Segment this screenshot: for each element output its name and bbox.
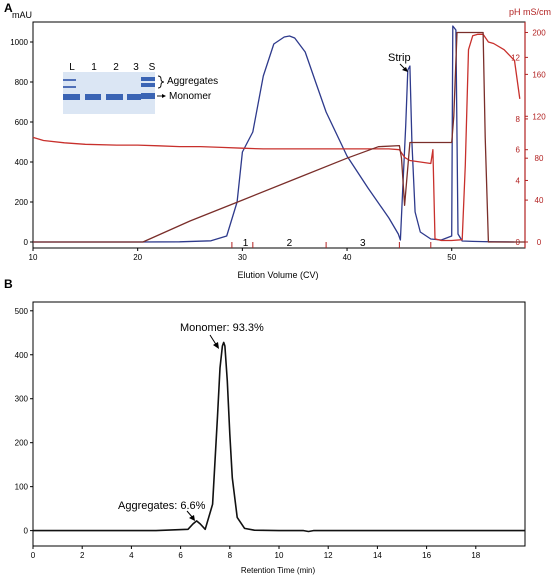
gel-background (63, 72, 155, 114)
panel-b-plot-frame (32, 301, 526, 547)
a-xtick-label: 50 (447, 253, 456, 262)
gel-lane-label-3: 3 (133, 62, 139, 73)
gel-lane-label-s: S (149, 62, 156, 73)
a-xtick-label: 10 (29, 253, 38, 262)
gel-strip-agg-band-2 (141, 83, 155, 87)
gel-strip-monomer-band (141, 93, 155, 99)
a-cond-tick-label: 200 (532, 28, 546, 37)
gel-strip-agg-band-1 (141, 77, 155, 81)
panel-a-xlabel: Elution Volume (CV) (237, 270, 318, 280)
b-xtick-label: 6 (178, 551, 183, 560)
a-cond-tick-label: 120 (532, 112, 546, 121)
a-ytick-label: 600 (15, 118, 29, 127)
gel-lane-band-l (63, 94, 80, 100)
gel-lane-label-1: 1 (91, 62, 97, 73)
a-ytick-label: 400 (15, 158, 29, 167)
fraction-label-3: 3 (360, 238, 366, 249)
b-ytick-label: 200 (15, 439, 29, 448)
a-xtick-label: 20 (133, 253, 142, 262)
gel-lane-band-3 (127, 94, 141, 100)
a-ph-tick-label: 8 (516, 115, 521, 124)
b-ytick-label: 400 (15, 351, 29, 360)
a-cond-tick-label: 160 (532, 70, 546, 79)
aggregates-annotation: Aggregates: 6.6% (118, 500, 206, 512)
monomer-annotation: Monomer: 93.3% (180, 322, 264, 334)
aggregates-annotation-arrowhead (189, 515, 195, 521)
a-ph-tick-label: 12 (511, 53, 520, 62)
panel-b-label: B (4, 277, 13, 291)
gel-ladder-band-2 (63, 86, 76, 88)
panel-b-xlabel: Retention Time (min) (241, 566, 316, 575)
a-xtick-label: 30 (238, 253, 247, 262)
b-xtick-label: 10 (275, 551, 284, 560)
gel-ladder-band-1 (63, 79, 76, 81)
a-ytick-label: 200 (15, 198, 29, 207)
fraction-label-1: 1 (243, 238, 249, 249)
b-ytick-label: 300 (15, 395, 29, 404)
a-xtick-label: 40 (343, 253, 352, 262)
b-ytick-label: 500 (15, 307, 29, 316)
a-ph-tick-label: 6 (516, 146, 521, 155)
b-ytick-label: 0 (24, 527, 29, 536)
b-xtick-label: 12 (324, 551, 333, 560)
b-xtick-label: 18 (471, 551, 480, 560)
fraction-label-2: 2 (287, 238, 293, 249)
strip-label: Strip (388, 52, 411, 64)
aggregates-bracket (157, 75, 165, 89)
gel-lane-label-2: 2 (113, 62, 119, 73)
b-xtick-label: 14 (373, 551, 382, 560)
panel-a-label: A (4, 1, 13, 15)
a-ytick-label: 800 (15, 78, 29, 87)
b-ytick-label: 100 (15, 483, 29, 492)
gel-lane-band-1 (85, 94, 101, 100)
aggregates-label: Aggregates (167, 76, 218, 87)
a-ph-tick-label: 4 (516, 176, 521, 185)
a-cond-tick-label: 40 (535, 196, 544, 205)
b-xtick-label: 2 (80, 551, 85, 560)
a-ytick-label: 0 (24, 238, 29, 247)
series-absorbance (33, 25, 515, 243)
panel-a-ylabel: mAU (12, 10, 32, 20)
a-ytick-label: 1000 (10, 38, 28, 47)
panel-a-cond-label: mS/cm (523, 7, 551, 17)
gel-lane-band-2 (106, 94, 123, 100)
series-ph (32, 33, 521, 242)
b-xtick-label: 8 (228, 551, 233, 560)
b-xtick-label: 0 (31, 551, 36, 560)
a-cond-tick-label: 80 (535, 154, 544, 163)
monomer-annotation-arrowhead (213, 342, 219, 349)
a-cond-tick-label: 0 (537, 238, 542, 247)
strip-arrowhead (402, 67, 408, 72)
gel-lane-label-l: L (69, 62, 75, 73)
monomer-label: Monomer (169, 91, 212, 102)
b-xtick-label: 16 (422, 551, 431, 560)
series-trace (33, 341, 525, 533)
gel-inset: L 1 2 3 S Aggregates Monomer (63, 62, 218, 114)
b-xtick-label: 4 (129, 551, 134, 560)
monomer-arrowhead (162, 94, 166, 98)
series-conductivity (33, 31, 525, 243)
panel-a-ph-label: pH (509, 7, 521, 17)
